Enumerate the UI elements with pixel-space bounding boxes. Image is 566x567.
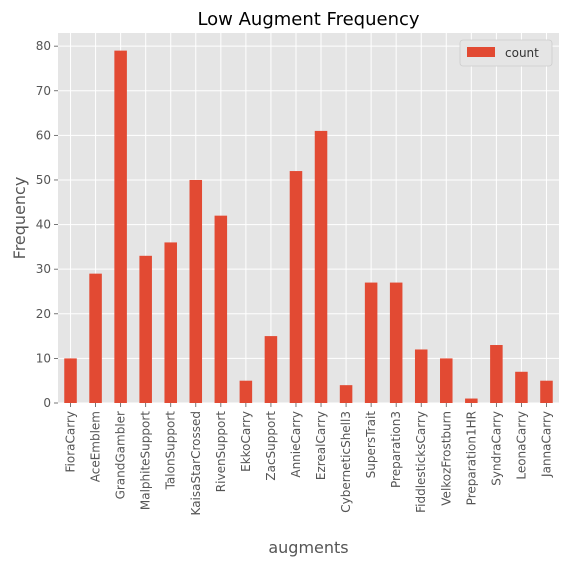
y-tick-label: 10 — [36, 351, 51, 365]
x-tick-label: EzrealCarry — [314, 411, 328, 480]
bar-AceEmblem — [89, 273, 102, 403]
x-tick-label: KaisaStarCrossed — [189, 411, 203, 515]
y-axis-ticks: 0 10 20 30 40 50 60 70 80 — [36, 39, 58, 410]
x-tick-label: JannaCarry — [539, 411, 553, 478]
legend-swatch — [467, 47, 495, 57]
x-tick-label: TalonSupport — [164, 411, 178, 491]
x-axis-title: augments — [268, 538, 348, 557]
legend-label: count — [505, 46, 539, 60]
y-tick-label: 80 — [36, 39, 51, 53]
x-tick-label: RivenSupport — [214, 411, 228, 492]
y-tick-label: 0 — [43, 396, 51, 410]
x-tick-label: Preparation3 — [389, 411, 403, 488]
bar-GrandGambler — [114, 50, 127, 403]
y-tick-label: 30 — [36, 262, 51, 276]
bar-LeonaCarry — [515, 371, 528, 403]
bar-ZacSupport — [264, 336, 278, 403]
x-tick-label: AnnieCarry — [289, 411, 303, 478]
x-tick-label: VelkozFrostburn — [439, 411, 453, 506]
bar-VelkozFrostburn — [440, 358, 453, 403]
x-axis-ticks: FioraCarry AceEmblem GrandGambler MalphiteS… — [64, 403, 553, 515]
bar-TalonSupport — [164, 242, 177, 403]
x-tick-label: SyndraCarry — [489, 411, 503, 486]
x-tick-label: AceEmblem — [89, 411, 103, 482]
y-axis-title: Frequency — [10, 177, 29, 260]
bar-Preparation1HR — [465, 398, 478, 403]
x-tick-label: MalphiteSupport — [139, 411, 153, 510]
plot-area — [58, 33, 559, 403]
y-tick-label: 70 — [36, 84, 51, 98]
y-tick-label: 40 — [36, 218, 51, 232]
bar-EkkoCarry — [239, 380, 253, 403]
x-tick-label: Preparation1HR — [464, 411, 478, 505]
bar-FiddlesticksCarry — [414, 349, 428, 403]
bar-Preparation3 — [389, 282, 403, 403]
y-tick-label: 50 — [36, 173, 51, 187]
x-tick-label: CyberneticShell3 — [339, 411, 353, 513]
x-tick-label: EkkoCarry — [239, 411, 253, 472]
x-tick-label: LeonaCarry — [514, 411, 528, 480]
bar-CyberneticShell3 — [339, 385, 353, 403]
x-tick-label: FiddlesticksCarry — [414, 411, 428, 513]
x-tick-label: GrandGambler — [114, 411, 128, 499]
legend: count — [459, 39, 553, 67]
bar-FioraCarry — [64, 358, 77, 403]
bar-SupersTrait — [364, 282, 378, 403]
bar-SyndraCarry — [490, 345, 503, 403]
x-tick-label: ZacSupport — [264, 411, 278, 481]
y-tick-label: 60 — [36, 128, 51, 142]
y-tick-label: 20 — [36, 307, 51, 321]
x-tick-label: SupersTrait — [364, 411, 378, 479]
bar-EzrealCarry — [314, 130, 328, 403]
bars — [64, 50, 553, 403]
bar-AnnieCarry — [289, 171, 303, 403]
bar-MalphiteSupport — [139, 255, 152, 403]
bar-JannaCarry — [540, 380, 553, 403]
bar-KaisaStarCrossed — [189, 179, 203, 403]
x-tick-label: FioraCarry — [64, 411, 78, 472]
chart-title: Low Augment Frequency — [197, 9, 419, 30]
bar-RivenSupport — [214, 215, 228, 403]
legend-box — [459, 39, 553, 67]
